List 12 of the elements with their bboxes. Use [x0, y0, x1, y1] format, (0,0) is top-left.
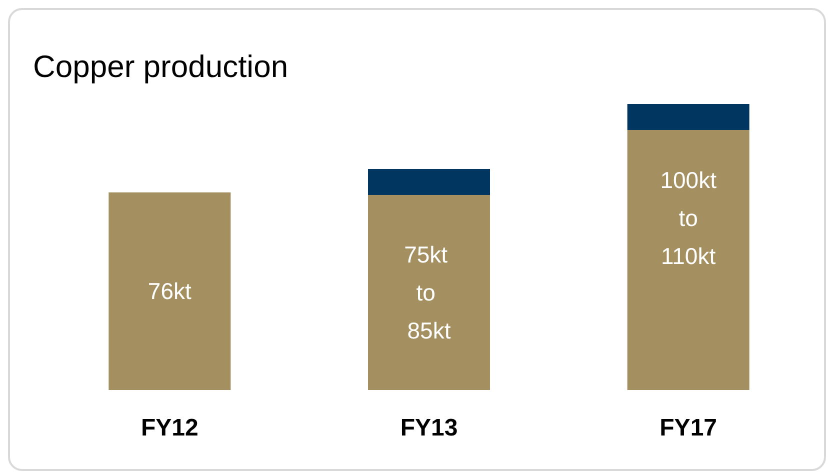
bar — [627, 104, 750, 130]
x-tick-label: FY17 — [660, 414, 718, 442]
data-label: 75kt to 85kt — [404, 242, 454, 344]
bar — [627, 130, 750, 390]
x-tick-label: FY12 — [140, 414, 198, 442]
bar — [368, 195, 490, 390]
chart-title: Copper production — [33, 49, 288, 84]
bar — [368, 169, 490, 195]
x-tick-label: FY13 — [400, 414, 458, 442]
bar — [108, 192, 231, 390]
data-label: 76kt — [148, 278, 192, 304]
data-label: 100kt to 110kt — [660, 167, 718, 270]
